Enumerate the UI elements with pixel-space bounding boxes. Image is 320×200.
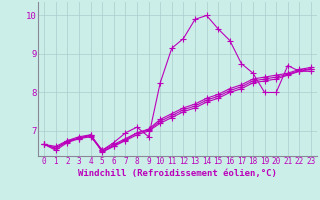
X-axis label: Windchill (Refroidissement éolien,°C): Windchill (Refroidissement éolien,°C) <box>78 169 277 178</box>
